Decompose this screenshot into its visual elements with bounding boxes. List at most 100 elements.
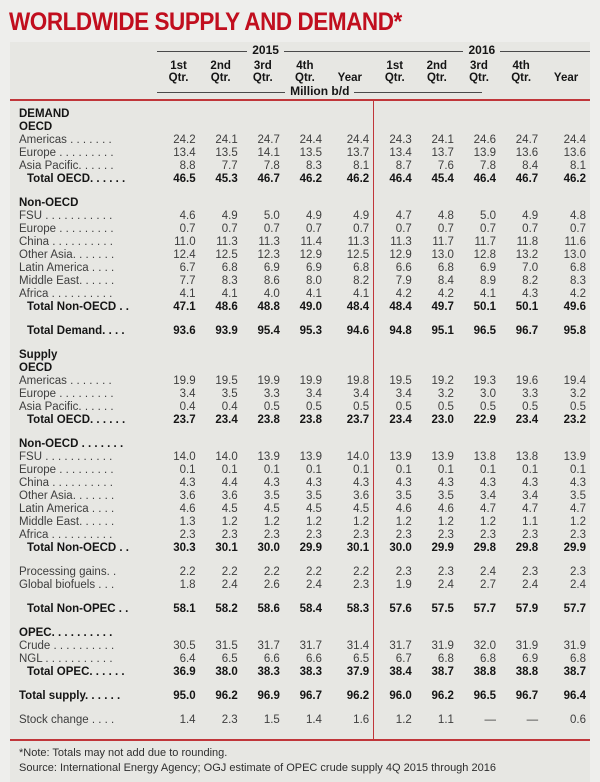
value-cell	[373, 555, 416, 566]
value-cell	[458, 438, 500, 451]
value-cell: 96.7	[515, 325, 539, 337]
value-cell: 4.2	[570, 288, 586, 300]
value-cell: 3.5	[373, 490, 416, 503]
value-cell: 3.6	[353, 490, 370, 502]
value-cell: 2.3	[373, 529, 416, 542]
value-cell	[500, 592, 542, 603]
value-cell: 23.2	[563, 414, 586, 426]
spacer-row	[10, 703, 590, 714]
row-label: Africa . . . . . . . . . .	[19, 288, 113, 300]
row-label	[10, 592, 157, 603]
value-cell: 4.5	[353, 503, 370, 515]
value-cell: 38.8	[515, 666, 539, 678]
value-cell	[326, 679, 374, 690]
value-cell	[500, 100, 542, 121]
value-cell: 24.4	[346, 134, 370, 146]
value-cell: 4.3	[179, 477, 196, 489]
value-cell	[242, 555, 284, 566]
value-cell: 0.1	[221, 464, 238, 476]
value-cell: 13.2	[515, 249, 539, 261]
value-cell	[284, 121, 326, 134]
value-cell: 11.7	[474, 236, 497, 248]
value-cell: 11.3	[216, 236, 238, 248]
row-label: Total supply. . . . . .	[19, 690, 121, 702]
value-cell: 11.3	[347, 236, 370, 248]
value-cell: 95.4	[257, 325, 280, 337]
value-cell: 47.1	[173, 301, 196, 313]
value-cell: 12.5	[215, 249, 238, 261]
value-cell: 48.4	[373, 301, 416, 314]
spacer-row	[10, 727, 590, 740]
value-cell	[284, 362, 326, 375]
value-cell: 2.3	[373, 566, 416, 579]
column-header-3rd-qtr: 3rd Qtr.	[469, 60, 489, 84]
value-cell: 23.7	[173, 414, 196, 426]
value-cell: 46.5	[173, 173, 196, 185]
value-cell	[242, 121, 284, 134]
value-cell	[157, 314, 199, 325]
value-cell	[416, 338, 458, 349]
table-row: Processing gains. . 2.2 2.2 2.2 2.2 2.2 2.3 2.3…	[10, 566, 590, 579]
value-cell: 23.8	[257, 414, 280, 426]
table-row: Africa . . . . . . . . . . 2.3 2.3 2.3 2.3 2.…	[10, 529, 590, 542]
spacer-row	[10, 427, 590, 438]
value-cell: 0.5	[437, 401, 454, 413]
value-cell: 1.2	[373, 714, 416, 727]
value-cell: 2.4	[305, 579, 322, 591]
row-label: Europe . . . . . . . . .	[19, 388, 114, 400]
value-cell: 30.3	[173, 542, 196, 554]
value-cell	[284, 427, 326, 438]
value-cell	[458, 555, 500, 566]
value-cell: 13.9	[431, 451, 454, 463]
value-cell	[373, 314, 416, 325]
value-cell	[458, 314, 500, 325]
value-cell	[200, 186, 242, 197]
value-cell	[458, 616, 500, 627]
value-cell: 2.3	[480, 529, 497, 541]
value-cell: 4.3	[570, 477, 586, 489]
value-cell: 4.5	[263, 503, 280, 515]
value-cell	[542, 197, 590, 210]
value-cell: 57.7	[563, 603, 586, 615]
value-cell	[200, 727, 242, 740]
value-cell: 2.3	[263, 529, 280, 541]
value-cell: 23.8	[299, 414, 322, 426]
value-cell: 96.7	[515, 690, 539, 702]
value-cell: 6.8	[353, 262, 370, 274]
value-cell: 58.2	[215, 603, 238, 615]
value-cell: 2.3	[353, 579, 370, 591]
value-cell: 58.6	[257, 603, 280, 615]
value-cell: 96.4	[563, 690, 586, 702]
value-cell	[458, 427, 500, 438]
value-cell: 38.7	[431, 666, 454, 678]
value-cell	[200, 349, 242, 362]
table-row: Americas . . . . . . . 24.2 24.1 24.7 24.4 24…	[10, 134, 590, 147]
value-cell: 19.2	[431, 375, 454, 387]
value-cell: 4.3	[263, 477, 280, 489]
value-cell	[373, 679, 416, 690]
spacer-row	[10, 338, 590, 349]
value-cell	[200, 679, 242, 690]
value-cell: 0.1	[305, 464, 322, 476]
value-cell: 23.4	[373, 414, 416, 427]
value-cell: 4.3	[305, 477, 322, 489]
value-cell: 2.2	[221, 566, 238, 578]
spacer-row	[10, 592, 590, 603]
value-cell	[416, 727, 458, 740]
value-cell: 0.7	[522, 223, 539, 235]
value-cell: 29.9	[431, 542, 454, 554]
value-cell	[500, 438, 542, 451]
value-cell	[200, 627, 242, 640]
value-cell: 31.4	[346, 640, 370, 652]
value-cell	[373, 338, 416, 349]
value-cell	[542, 679, 590, 690]
value-cell: 1.1	[522, 516, 539, 528]
value-cell	[284, 703, 326, 714]
table-row: Europe . . . . . . . . . 13.4 13.5 14.1 13.5…	[10, 147, 590, 160]
year-group-2015: 2015	[157, 42, 374, 58]
value-cell: 6.6	[263, 653, 280, 665]
value-cell: 6.6	[373, 262, 416, 275]
row-label: Latin America . . . .	[19, 503, 115, 515]
row-label: Middle East. . . . . .	[19, 516, 115, 528]
value-cell: 2.2	[263, 566, 280, 578]
